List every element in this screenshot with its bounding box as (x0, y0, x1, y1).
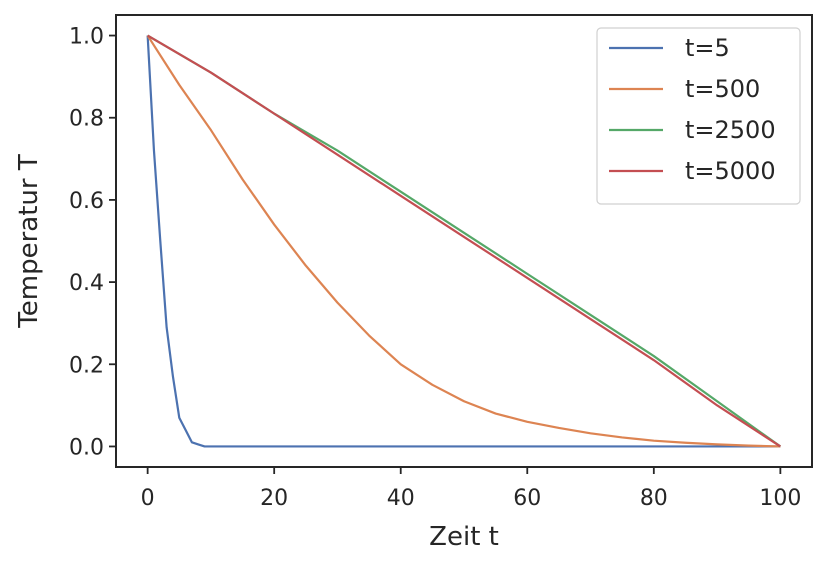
series-line-4 (147, 34, 781, 448)
series-line-2 (146, 34, 781, 448)
x-tick-label: 40 (387, 486, 415, 511)
y-axis-label: Temperatur T (14, 154, 44, 329)
y-tick-label: 0.4 (69, 271, 104, 296)
y-tick-label: 0.8 (69, 107, 104, 132)
x-tick-label: 100 (759, 486, 801, 511)
y-tick-label: 0.6 (69, 189, 104, 214)
plot-frame (115, 14, 813, 468)
y-tick-label: 1.0 (69, 25, 104, 50)
x-axis: 0 20 40 60 80 100 (141, 467, 801, 511)
x-axis-label: Zeit t (429, 522, 499, 552)
series-line-1 (146, 35, 781, 448)
legend-label: t=5000 (685, 157, 776, 185)
x-tick-label: 60 (513, 486, 541, 511)
legend-label: t=500 (685, 75, 760, 103)
x-tick-label: 20 (260, 486, 288, 511)
y-axis: 0.0 0.2 0.4 0.6 0.8 1.0 (69, 25, 116, 460)
legend-label: t=2500 (685, 116, 776, 144)
legend: t=5 t=500 t=2500 t=5000 (596, 27, 801, 205)
y-tick-label: 0.2 (69, 353, 104, 378)
legend-label: t=5 (685, 34, 730, 62)
y-tick-label: 0.0 (69, 435, 104, 460)
x-tick-label: 80 (640, 486, 668, 511)
x-tick-label: 0 (141, 486, 155, 511)
plot-area (146, 34, 781, 448)
legend-box (596, 27, 801, 205)
